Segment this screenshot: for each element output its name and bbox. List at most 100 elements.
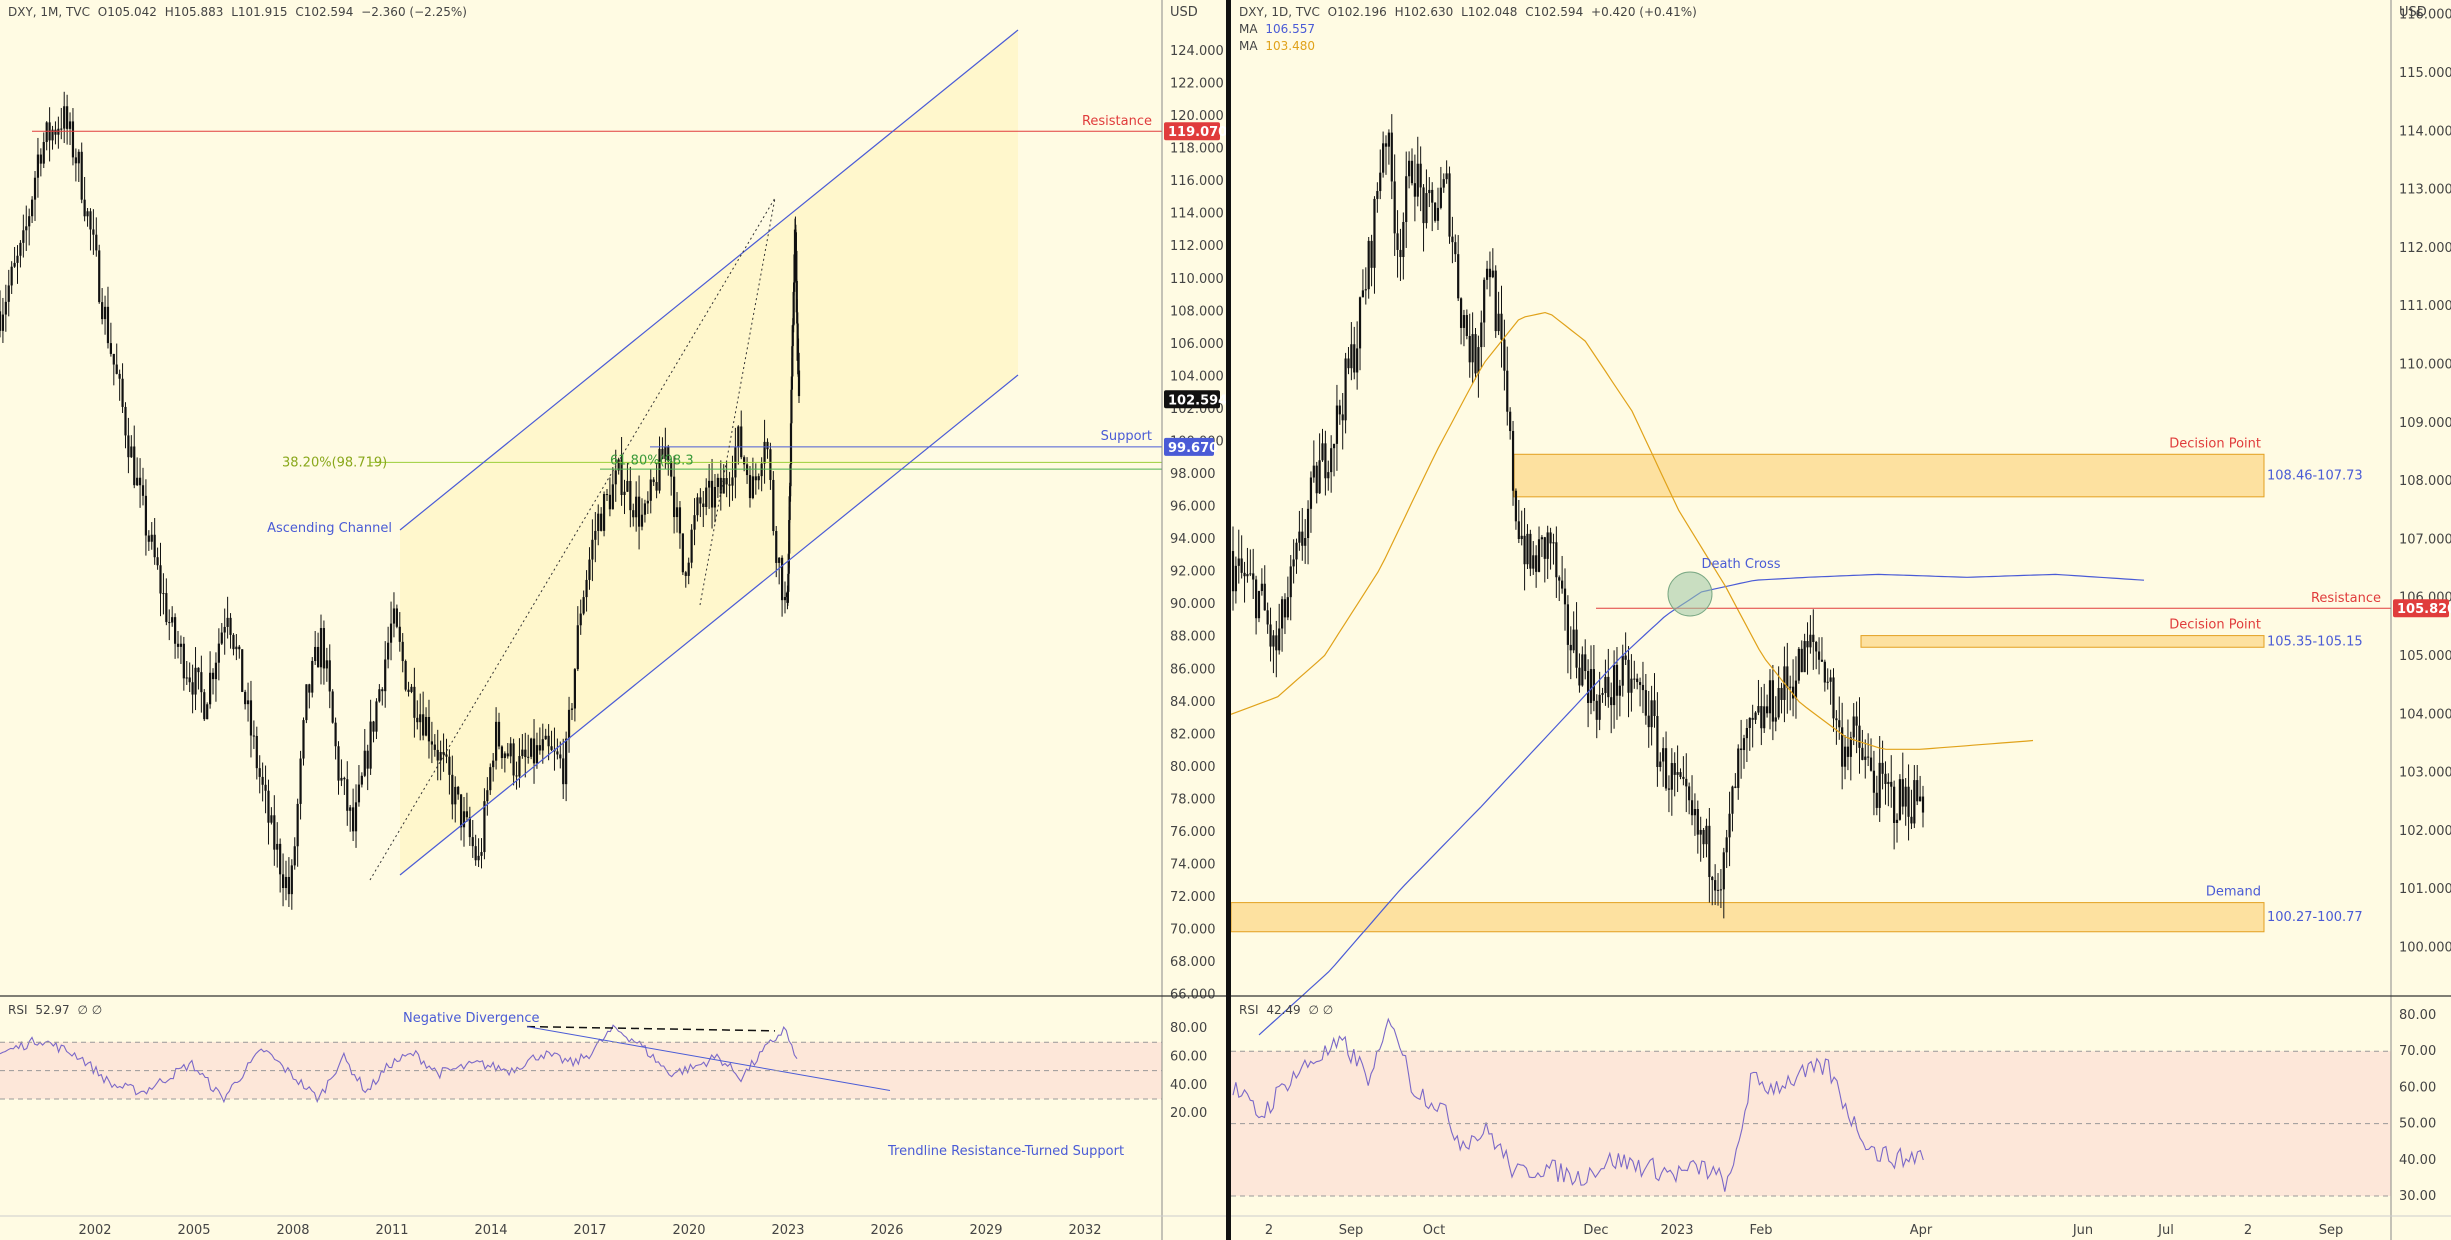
monthly-time-axis[interactable]: 2002 2005 2008 2011 2014 2017 2020 2023 2026 2029…	[0, 1215, 1226, 1238]
candle-body	[1552, 542, 1555, 544]
candle-body	[203, 692, 206, 720]
candle-body	[16, 255, 19, 263]
candle-body	[363, 750, 366, 776]
decision-point-label-upper: Decision Point	[2169, 436, 2261, 451]
panel-divider[interactable]	[1226, 0, 1231, 1240]
candle-body	[150, 534, 153, 542]
candle-body	[1815, 641, 1818, 652]
candle-body	[1791, 686, 1795, 699]
candle-body	[794, 232, 797, 251]
ma1-label[interactable]: MA	[1239, 22, 1258, 36]
close-value: C102.594	[1525, 5, 1584, 19]
candle-body	[635, 496, 638, 518]
candle-body	[1881, 762, 1884, 774]
rsi-label[interactable]: RSI	[8, 1003, 28, 1017]
candle-body	[1436, 207, 1440, 221]
candle-body	[658, 448, 661, 491]
candle-body	[465, 811, 469, 818]
candle-body	[713, 486, 717, 508]
candle-body	[576, 625, 579, 670]
monthly-rsi-legend: RSI 52.97 ∅ ∅	[8, 1002, 106, 1018]
price-tick-label: 104.000	[2399, 707, 2451, 722]
candle-body	[1416, 163, 1419, 197]
price-tick-label: 88.000	[1170, 630, 1216, 645]
rsi-label[interactable]: RSI	[1239, 1003, 1259, 1017]
candle-body	[797, 370, 801, 397]
ma2-label[interactable]: MA	[1239, 39, 1258, 53]
daily-rsi-axis[interactable]: 80.00 70.00 60.00 50.00 40.00 30.00	[1231, 1008, 2436, 1204]
candle-body	[1685, 778, 1688, 787]
monthly-rsi-axis[interactable]: 80.00 60.00 40.00 20.00	[0, 1021, 1207, 1121]
candle-body	[1650, 700, 1653, 728]
candle-body	[1907, 786, 1910, 817]
candle-body	[77, 151, 80, 164]
candle-body	[136, 477, 139, 486]
daily-candles	[1231, 114, 1925, 919]
candle-body	[772, 479, 775, 532]
candle-body	[162, 593, 165, 595]
daily-price-axis[interactable]: 116.000 115.000 114.000 113.000 112.000 111.0…	[1231, 0, 2451, 1240]
price-tick-label: 115.000	[2399, 66, 2451, 81]
daily-time-axis[interactable]: 2 Sep Oct Dec 2023 Feb Apr Jun Jul 2 Sep	[1231, 1215, 2451, 1238]
candle-body	[1468, 335, 1471, 363]
daily-chart-panel[interactable]: Death Cross Decision Point 108.46-107.73…	[1231, 0, 2451, 1240]
candle-body	[796, 312, 799, 324]
candle-body	[1812, 634, 1815, 642]
monthly-chart-canvas[interactable]: Resistance Support 38.20%(98.719) 61.80%…	[0, 0, 1226, 1240]
price-tick-label: 114.000	[1170, 207, 1224, 222]
candle-body	[696, 497, 699, 516]
time-tick-label: 2032	[1068, 1223, 1101, 1238]
resistance-label: Resistance	[1082, 114, 1152, 129]
price-tick-label: 124.000	[1170, 44, 1224, 59]
time-tick-label: 2005	[177, 1223, 210, 1238]
daily-ohlc-legend: DXY, 1D, TVC O102.196 H102.630 L102.048 …	[1239, 4, 1701, 20]
candle-body	[1537, 539, 1541, 572]
daily-chart-canvas[interactable]: Death Cross Decision Point 108.46-107.73…	[1231, 0, 2451, 1240]
candle-body	[1306, 508, 1310, 539]
high-value: H105.883	[164, 5, 224, 19]
candle-body	[1358, 297, 1362, 349]
candle-body	[252, 735, 255, 737]
open-value: O105.042	[97, 5, 157, 19]
candle-body	[1480, 322, 1483, 348]
time-tick-label: 2008	[276, 1223, 309, 1238]
candle-body	[1341, 414, 1344, 421]
fib-dotted-line	[699, 197, 776, 606]
time-tick-label: 2014	[474, 1223, 507, 1238]
candle-body	[602, 494, 606, 531]
decision-point-label-lower: Decision Point	[2169, 618, 2261, 633]
candle-body	[1321, 443, 1324, 461]
candle-body	[147, 535, 150, 542]
candle-body	[1714, 880, 1717, 891]
candle-body	[1410, 160, 1414, 184]
candle-body	[1737, 748, 1740, 788]
candle-body	[1734, 786, 1737, 788]
candle-body	[121, 378, 124, 407]
price-tick-label: 70.000	[1170, 923, 1216, 938]
rsi-tick-label: 60.00	[1170, 1049, 1207, 1064]
candle-body	[1546, 532, 1549, 559]
candle-body	[1887, 781, 1890, 785]
candle-body	[783, 597, 787, 601]
candle-body	[360, 775, 363, 785]
candle-body	[92, 229, 95, 235]
symbol-label[interactable]: DXY, 1M, TVC	[8, 5, 90, 19]
rsi-series	[0, 1024, 891, 1104]
resistance-price: 105.820	[2397, 602, 2451, 617]
candle-body	[281, 874, 285, 889]
candle-body	[483, 801, 486, 853]
candle-body	[220, 632, 223, 644]
candle-body	[795, 280, 798, 313]
candle-body	[1497, 313, 1500, 332]
time-tick-label: 2029	[969, 1223, 1002, 1238]
candle-body	[1598, 694, 1601, 720]
monthly-chart-panel[interactable]: Resistance Support 38.20%(98.719) 61.80%…	[0, 0, 1226, 1240]
candle-body	[214, 662, 218, 680]
candle-body	[45, 122, 48, 143]
candle-body	[1234, 565, 1237, 592]
channel-lower-line	[399, 374, 1019, 876]
candle-body	[708, 480, 711, 488]
symbol-label[interactable]: DXY, 1D, TVC	[1239, 5, 1320, 19]
candle-body	[1916, 780, 1919, 802]
candle-body	[678, 507, 682, 534]
